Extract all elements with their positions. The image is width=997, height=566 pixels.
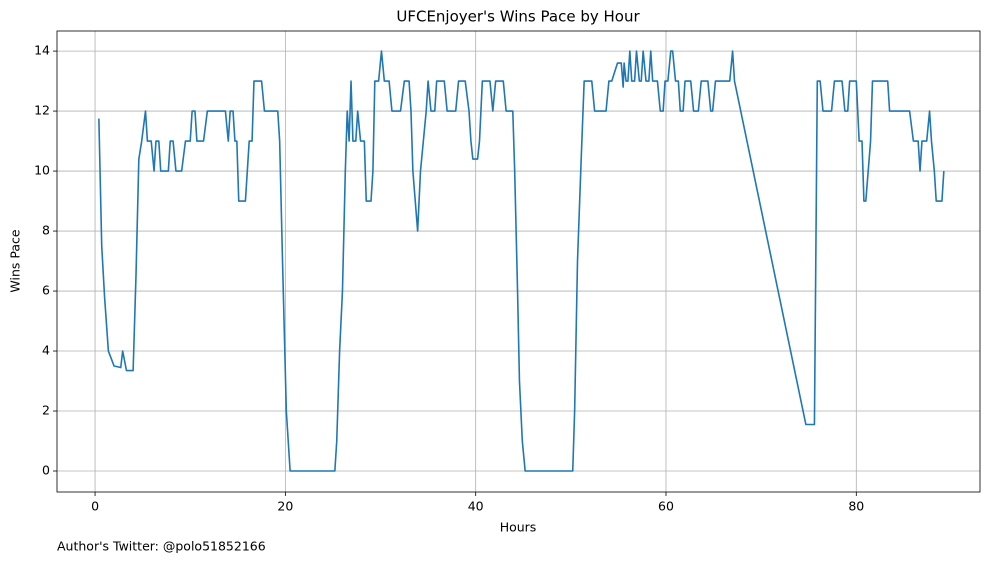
y-tick-label: 6 [42,283,50,298]
y-tick-label: 8 [42,223,50,238]
y-tick-label: 4 [42,343,50,358]
y-tick-label: 14 [34,43,50,58]
y-tick-label: 10 [34,163,50,178]
y-tick-label: 12 [34,103,50,118]
x-tick-label: 40 [468,499,484,514]
data-line [98,50,945,472]
x-tick-label: 0 [91,499,99,514]
y-tick-label: 0 [42,463,50,478]
x-tick-label: 60 [658,499,674,514]
x-tick-label: 20 [277,499,293,514]
y-axis-label: Wins Pace [8,229,23,292]
x-tick-label: 80 [848,499,864,514]
x-axis-label: Hours [500,520,537,535]
annotation: Author's Twitter: @polo51852166 [57,539,266,554]
chart-title: UFCEnjoyer's Wins Pace by Hour [396,8,640,26]
y-tick-label: 2 [42,403,50,418]
plot-frame [56,30,981,493]
